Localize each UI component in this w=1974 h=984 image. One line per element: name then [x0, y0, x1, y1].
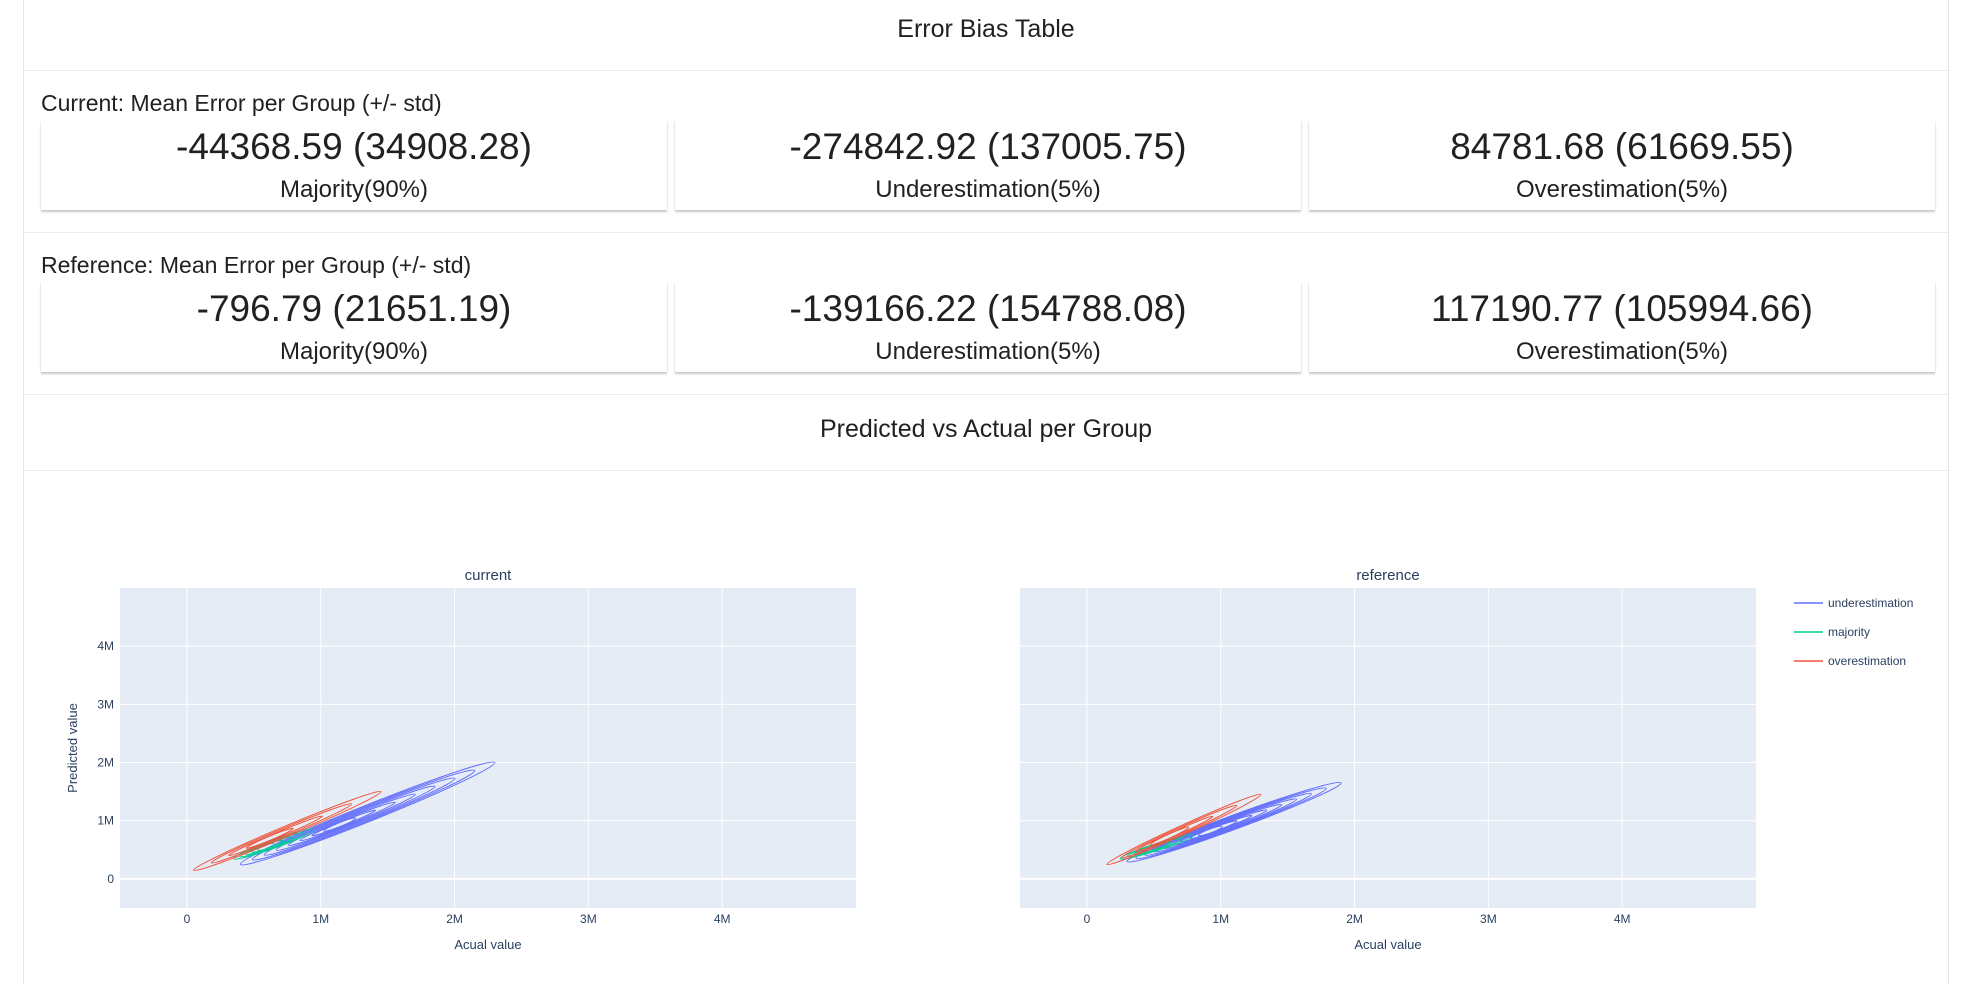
reference-underestimation-contour	[1135, 787, 1327, 860]
current-y-tick-label: 0	[107, 872, 114, 886]
reference-overestimation-contour	[1120, 804, 1238, 859]
divider	[24, 70, 1948, 71]
reference-section-label: Reference: Mean Error per Group (+/- std…	[41, 252, 472, 278]
current-x-tick-label: 2M	[446, 912, 463, 926]
reference-majority-value: -796.79 (21651.19)	[196, 288, 512, 329]
legend-underestimation-label: underestimation	[1828, 596, 1913, 610]
current-overestimation-contour	[193, 790, 382, 871]
current-majority-value: -44368.59 (34908.28)	[176, 126, 532, 167]
current-majority-label: Majority(90%)	[279, 176, 429, 203]
reference-majority-label: Majority(90%)	[279, 338, 429, 365]
current-x-tick-label: 1M	[312, 912, 329, 926]
current-overestimation-contour	[228, 815, 323, 857]
reference-plot-area	[1020, 588, 1756, 908]
current-underestimation-contour	[239, 761, 496, 866]
current-underestimation-contour	[323, 817, 357, 832]
reference-x-tick-label: 0	[1084, 912, 1091, 926]
current-underestimation-label: Underestimation(5%)	[875, 176, 1101, 203]
current-majority-contour	[257, 842, 275, 851]
reference-overestimation-contour	[1106, 793, 1262, 866]
current-overestimation-contour	[245, 827, 294, 849]
current-x-axis-label: Acual value	[454, 937, 521, 952]
legend-majority-label: majority	[1828, 625, 1870, 639]
legend-overestimation-label: overestimation	[1828, 654, 1906, 668]
reference-majority-card: -796.79 (21651.19) Majority(90%)	[41, 282, 667, 372]
error-bias-title: Error Bias Table	[897, 15, 1075, 43]
reference-overestimation-label: Overestimation(5%)	[1515, 338, 1729, 365]
divider	[24, 470, 1948, 471]
current-overestimation-value: 84781.68 (61669.55)	[1450, 126, 1794, 167]
reference-x-tick-label: 4M	[1614, 912, 1631, 926]
current-y-tick-label: 4M	[97, 639, 114, 653]
current-underestimation-card: -274842.92 (137005.75) Underestimation(5…	[675, 120, 1301, 210]
reference-x-tick-label: 3M	[1480, 912, 1497, 926]
current-y-tick-label: 2M	[97, 756, 114, 770]
divider	[24, 394, 1948, 395]
reference-underestimation-contour	[1144, 792, 1312, 856]
reference-overestimation-card: 117190.77 (105994.66) Overestimation(5%)	[1309, 282, 1935, 372]
current-underestimation-contour	[287, 793, 416, 847]
current-majority-card: -44368.59 (34908.28) Majority(90%)	[41, 120, 667, 210]
reference-underestimation-contour	[1197, 825, 1223, 837]
current-overestimation-label: Overestimation(5%)	[1515, 176, 1729, 203]
current-underestimation-contour	[251, 769, 476, 861]
current-x-tick-label: 4M	[714, 912, 731, 926]
plot-section-title: Predicted vs Actual per Group	[819, 415, 1153, 443]
current-x-tick-label: 3M	[580, 912, 597, 926]
reference-underestimation-contour	[1126, 781, 1342, 863]
current-section-label: Current: Mean Error per Group (+/- std)	[41, 90, 442, 116]
current-y-axis-label: Predicted value	[65, 703, 80, 793]
reference-overestimation-contour	[1149, 826, 1190, 846]
current-underestimation-contour	[275, 785, 436, 851]
divider	[24, 232, 1948, 233]
reference-x-tick-label: 2M	[1346, 912, 1363, 926]
current-y-tick-label: 3M	[97, 697, 114, 711]
reference-subplot-title: reference	[1356, 567, 1419, 584]
current-overestimation-contour	[210, 803, 353, 864]
reference-x-axis-label: Acual value	[1354, 937, 1421, 952]
current-y-tick-label: 1M	[97, 814, 114, 828]
current-plot-area	[120, 588, 856, 908]
reference-underestimation-label: Underestimation(5%)	[875, 338, 1101, 365]
reference-overestimation-value: 117190.77 (105994.66)	[1431, 288, 1813, 329]
current-overestimation-card: 84781.68 (61669.55) Overestimation(5%)	[1309, 120, 1935, 210]
reference-x-tick-label: 1M	[1212, 912, 1229, 926]
current-underestimation-value: -274842.92 (137005.75)	[789, 126, 1187, 167]
reference-underestimation-value: -139166.22 (154788.08)	[789, 288, 1187, 329]
current-underestimation-contour	[263, 777, 456, 856]
current-subplot-title: current	[465, 567, 513, 584]
current-underestimation-contour	[299, 801, 396, 842]
current-x-tick-label: 0	[184, 912, 191, 926]
reference-underestimation-card: -139166.22 (154788.08) Underestimation(5…	[675, 282, 1301, 372]
